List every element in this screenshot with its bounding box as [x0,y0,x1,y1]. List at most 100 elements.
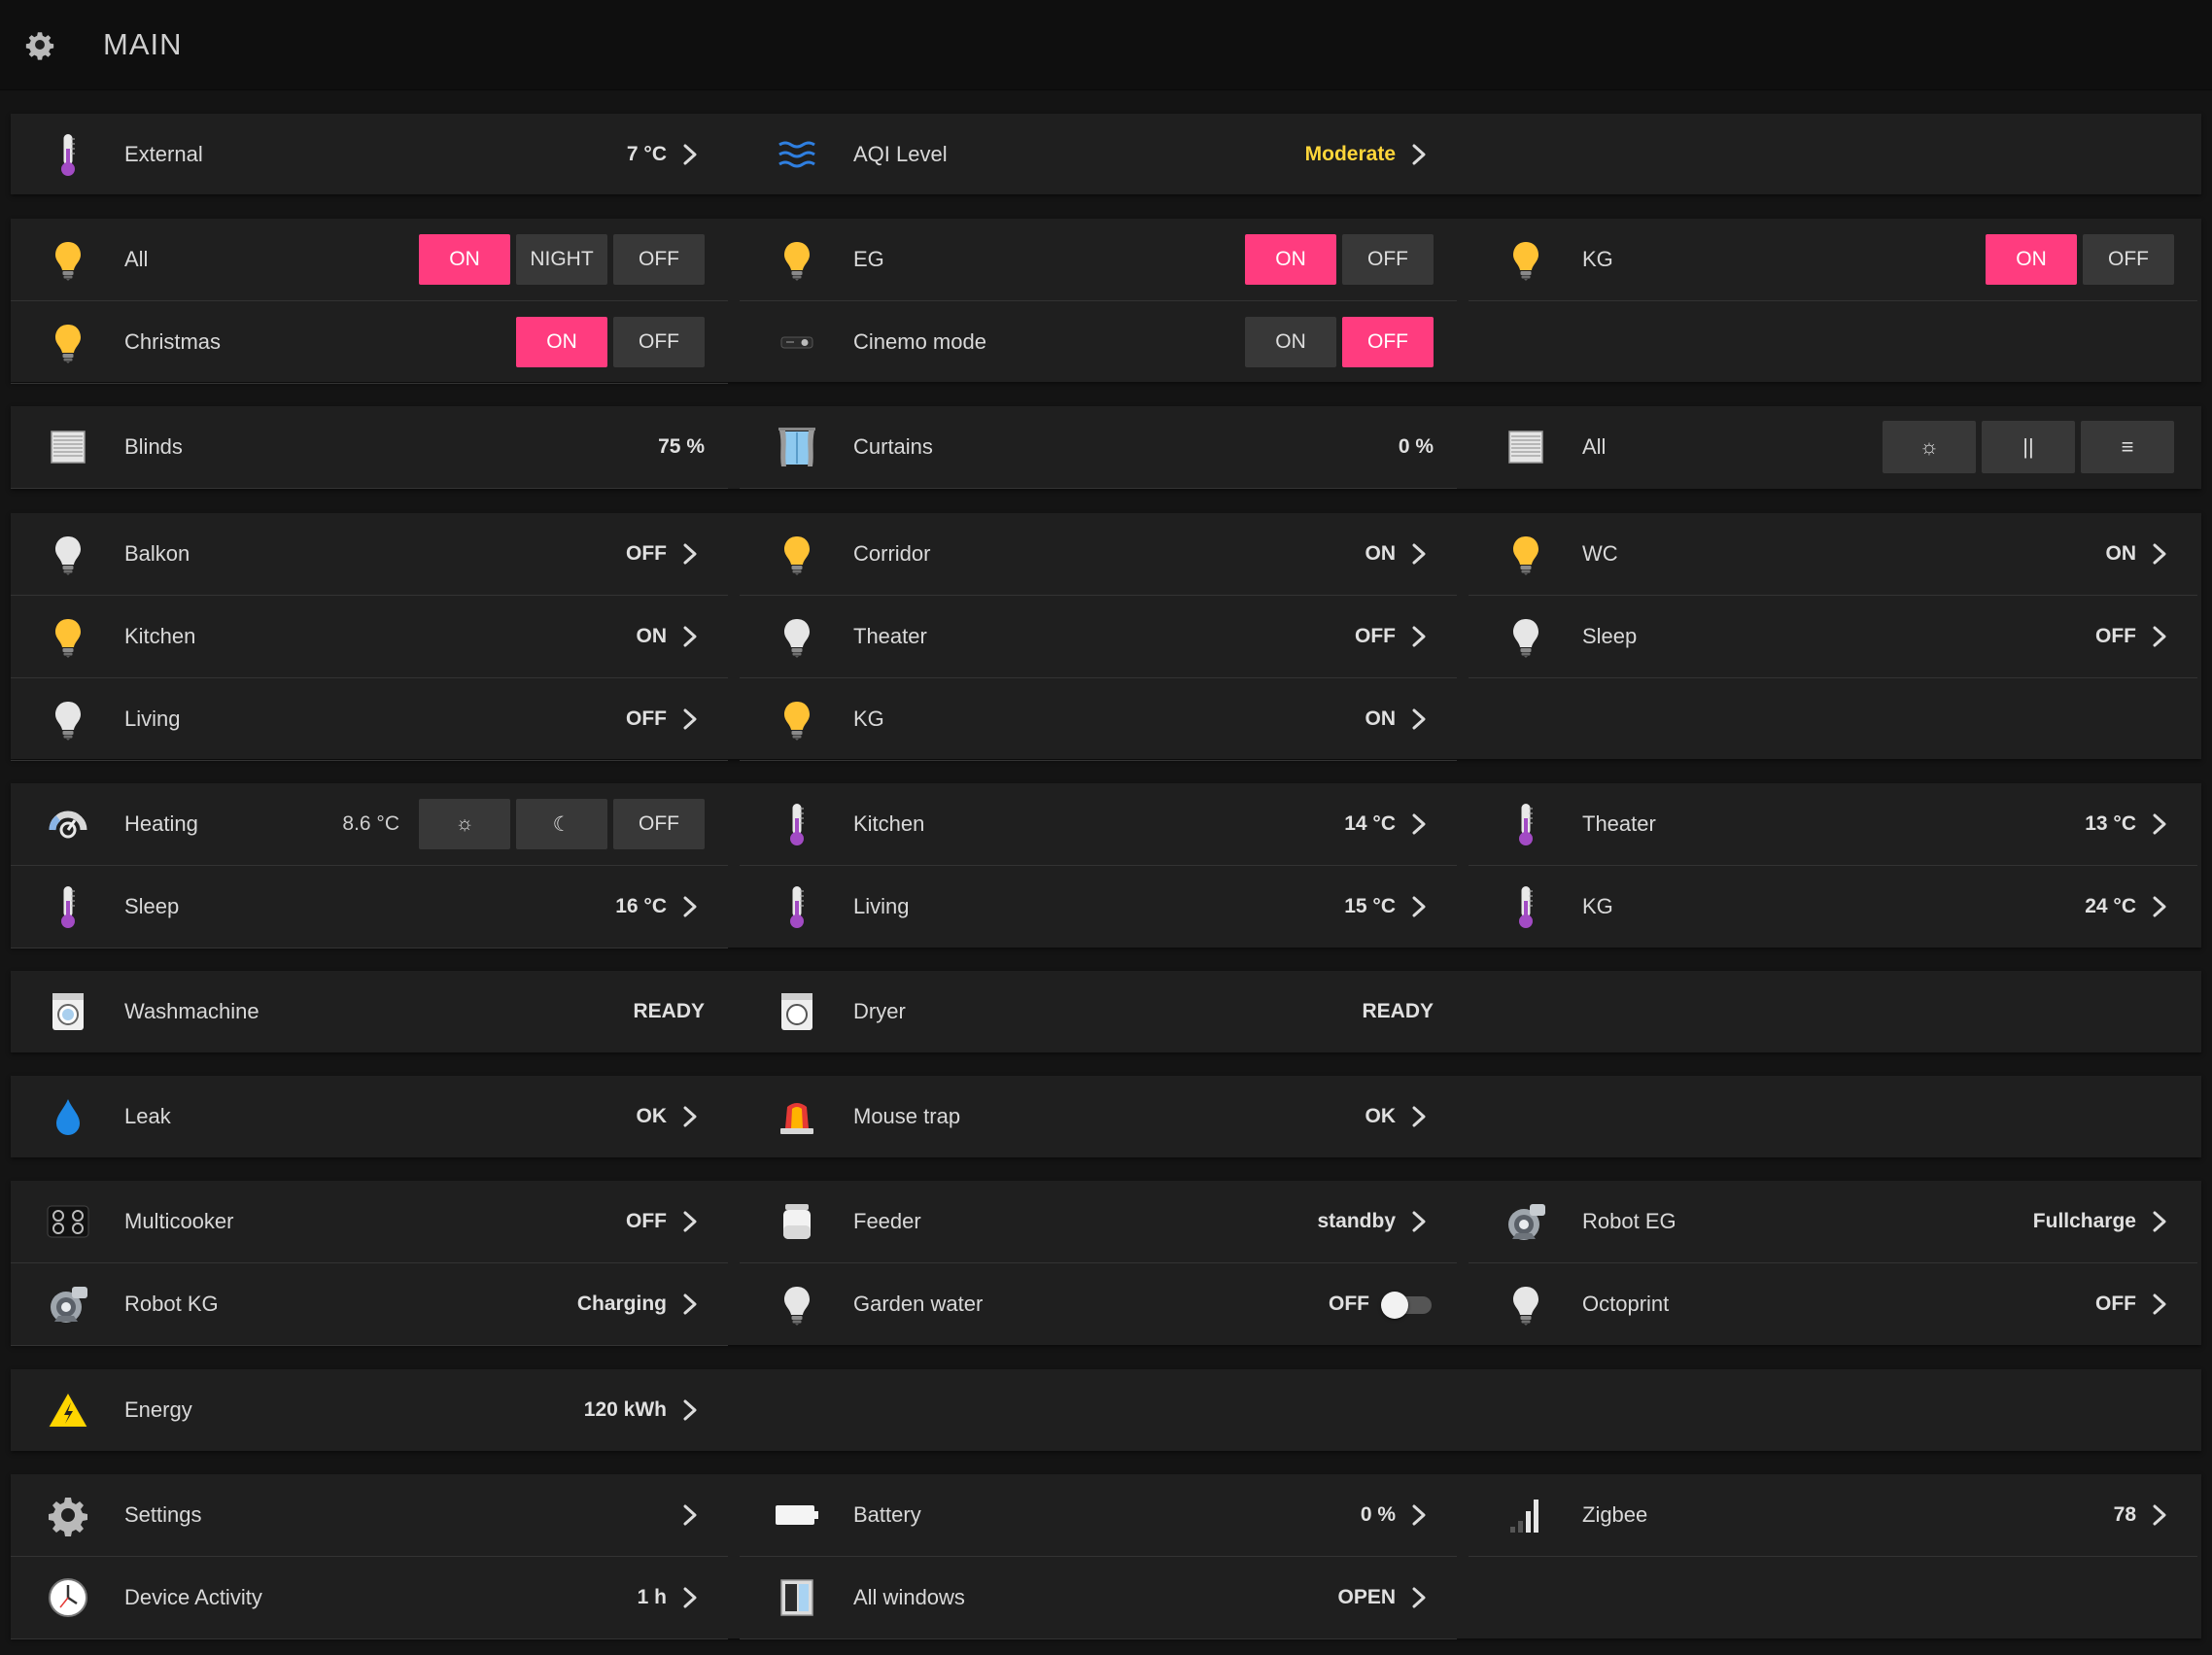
bulb-off-icon [774,1281,820,1327]
bulb-on-icon [45,236,91,283]
bulb-on-icon [1503,236,1549,283]
mousetrap-row[interactable]: Mouse trap OK [740,1076,1457,1157]
gear-icon[interactable] [23,28,56,61]
temp-theater-row[interactable]: Theater 13 °C [1469,783,2197,866]
settings-row[interactable]: Settings [11,1474,728,1557]
energy-row[interactable]: Energy 120 kWh [11,1369,728,1451]
eg-off-button[interactable]: OFF [1342,234,1434,285]
cover-close-button[interactable]: ≡ [2081,421,2174,473]
waves-icon [774,131,820,178]
temp-kitchen-row[interactable]: Kitchen 14 °C [740,783,1457,866]
temp-kg-row[interactable]: KG 24 °C [1469,866,2197,948]
robot-kg-row[interactable]: Robot KG Charging [11,1263,728,1346]
robot-eg-row[interactable]: Robot EG Fullcharge [1469,1181,2197,1263]
chevron-right-icon [676,1291,704,1318]
heat-sun-button[interactable]: ☼ [419,799,510,849]
christmas-on-button[interactable]: ON [516,317,607,367]
bulb-on-icon [774,531,820,577]
row-label: Theater [853,624,927,648]
bulb-on-icon [45,319,91,365]
row-label: Robot EG [1582,1209,1676,1233]
windows-row[interactable]: All windows OPEN [740,1557,1457,1639]
eg-on-button[interactable]: ON [1245,234,1336,285]
siren-icon [774,1093,820,1140]
row-label: AQI Level [853,142,948,166]
external-temp-row[interactable]: External 7 °C [11,114,728,195]
appliances-card [11,971,2201,1052]
stove-icon [45,1198,91,1245]
row-value: OFF [626,707,667,730]
blinds-row[interactable]: Blinds 75 % [11,406,728,489]
light-sleep-row[interactable]: Sleep OFF [1469,596,2197,678]
chevron-right-icon [2146,1501,2173,1529]
zigbee-row[interactable]: Zigbee 78 [1469,1474,2197,1557]
light-kitchen-row[interactable]: Kitchen ON [11,596,728,678]
light-wc-row[interactable]: WC ON [1469,513,2197,596]
chevron-right-icon [1405,1208,1433,1235]
chevron-right-icon [676,1396,704,1424]
light-kg-row[interactable]: KG ON [740,678,1457,761]
temp-living-row[interactable]: Living 15 °C [740,866,1457,948]
device-activity-row[interactable]: Device Activity 1 h [11,1557,728,1639]
multicooker-row[interactable]: Multicooker OFF [11,1181,728,1263]
row-value: OFF [2095,625,2136,647]
row-label: Garden water [853,1292,984,1316]
chevron-right-icon [676,706,704,733]
bulb-off-icon [1503,1281,1549,1327]
curtains-row[interactable]: Curtains 0 % [740,406,1457,489]
chevron-right-icon [1405,706,1433,733]
row-label: Zigbee [1582,1502,1648,1527]
octoprint-row[interactable]: Octoprint OFF [1469,1263,2197,1345]
christmas-off-button[interactable]: OFF [613,317,705,367]
light-theater-row[interactable]: Theater OFF [740,596,1457,678]
row-label: Sleep [1582,624,1638,648]
feeder-jar-icon [774,1198,820,1245]
chevron-right-icon [676,141,704,168]
row-value: OK [1365,1105,1397,1127]
battery-row[interactable]: Battery 0 % [740,1474,1457,1557]
cover-open-button[interactable]: ☼ [1883,421,1976,473]
row-label: Feeder [853,1209,921,1233]
curtains-icon [774,424,820,470]
row-value: Fullcharge [2032,1210,2136,1232]
row-value: READY [633,1000,705,1022]
kg-off-button[interactable]: OFF [2083,234,2174,285]
leak-row[interactable]: Leak OK [11,1076,728,1157]
bulb-off-icon [45,696,91,742]
all-on-button[interactable]: ON [419,234,510,285]
row-label: Settings [124,1502,202,1527]
heat-moon-button[interactable]: ☾ [516,799,607,849]
light-balkon-row[interactable]: Balkon OFF [11,513,728,596]
feeder-row[interactable]: Feeder standby [740,1181,1457,1263]
warning-bolt-icon [45,1387,91,1433]
garden-water-toggle[interactable] [1381,1292,1434,1319]
row-label: Curtains [853,434,933,459]
cover-stop-button[interactable]: || [1982,421,2075,473]
thermometer-icon [1503,883,1549,930]
light-living-row[interactable]: Living OFF [11,678,728,761]
cinema-off-button[interactable]: OFF [1342,317,1434,367]
bulb-off-icon [45,531,91,577]
heat-off-button[interactable]: OFF [613,799,705,849]
row-value: OFF [626,542,667,565]
signal-icon [1503,1492,1549,1538]
temp-sleep-row[interactable]: Sleep 16 °C [11,866,728,948]
bulb-on-icon [1503,531,1549,577]
dryer-icon [774,988,820,1035]
kg-on-button[interactable]: ON [1986,234,2077,285]
all-off-button[interactable]: OFF [613,234,705,285]
row-value: ON [636,625,668,647]
light-corridor-row[interactable]: Corridor ON [740,513,1457,596]
row-label: KG [1582,894,1613,918]
row-label: Living [853,894,910,918]
row-label: All windows [853,1585,965,1609]
lights-card [11,513,2201,759]
aqi-row[interactable]: AQI Level Moderate [740,114,1457,195]
clock-icon [45,1574,91,1621]
all-night-button[interactable]: NIGHT [516,234,607,285]
row-value: 120 kWh [583,1398,667,1421]
chevron-right-icon [1405,893,1433,920]
cinema-on-button[interactable]: ON [1245,317,1336,367]
row-value: 1 h [637,1586,667,1608]
chevron-right-icon [1405,1584,1433,1611]
